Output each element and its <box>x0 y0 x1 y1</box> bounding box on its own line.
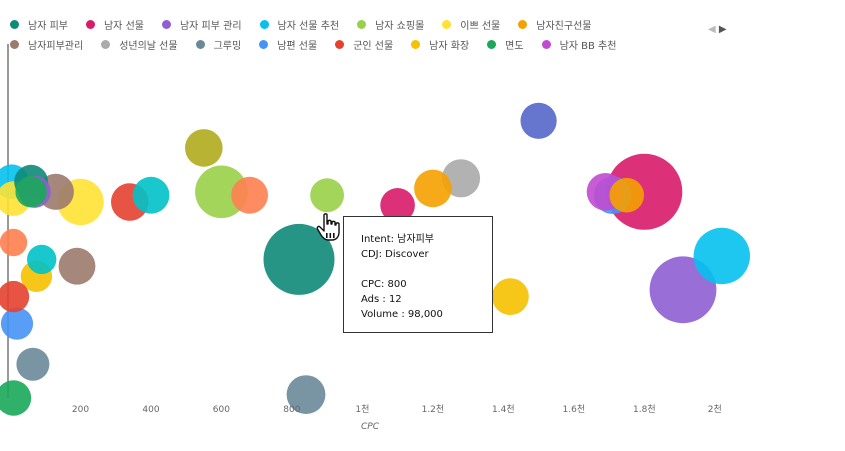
tooltip-intent: Intent: 남자피부 <box>361 234 434 245</box>
x-tick-label: 1.8천 <box>633 404 656 415</box>
bubble-point-7[interactable] <box>609 177 644 213</box>
x-tick-label: 200 <box>72 405 89 415</box>
legend-pager: ◀ ▶ <box>708 24 727 35</box>
tooltip-cdj: CDJ: Discover <box>361 249 429 260</box>
legend-label: 성년의날 선물 <box>119 40 178 52</box>
bubble-point-21[interactable] <box>58 247 96 285</box>
legend-row-2: 남자피부관리 성년의날 선물 그루밍 남편 선물 군인 선물 남자 화장 면도 남자 BB 추… <box>10 34 710 54</box>
bubble-point-9[interactable] <box>231 176 268 214</box>
x-tick-label: 2천 <box>708 404 722 415</box>
legend-swatch <box>85 19 95 29</box>
bubble-point-22[interactable] <box>27 244 57 275</box>
legend-item[interactable]: 남편 선물 <box>259 37 317 52</box>
legend-swatch <box>259 39 269 49</box>
legend-label: 면도 <box>505 40 524 52</box>
bubble-point-30[interactable] <box>0 280 30 313</box>
bubble-point-17[interactable] <box>132 176 170 214</box>
x-tick-label: 400 <box>142 405 159 415</box>
x-tick-labels: 200 400 600 800 1천 1.2천 1.4천 1.6천 1.8천 2천 <box>72 404 722 415</box>
legend-item[interactable]: 남자 선물 <box>85 17 144 32</box>
legend-label: 남자 선물 추천 <box>277 20 340 32</box>
x-tick-label: 1천 <box>355 404 369 415</box>
legend-swatch <box>10 19 19 29</box>
legend-item[interactable]: 남자 화장 <box>411 37 469 52</box>
legend-item[interactable]: 남자 BB 추천 <box>541 37 617 52</box>
bubble-layer <box>0 102 750 416</box>
bubble-point-0[interactable] <box>263 223 335 295</box>
legend-item[interactable]: 이쁘 선물 <box>442 17 500 32</box>
x-tick-label: 1.2천 <box>422 404 445 415</box>
legend: 남자 피부 남자 선물 남자 피부 관리 남자 선물 추천 남자 쇼핑몰 이쁘 선물 남자친… <box>10 14 710 54</box>
bubble-point-33[interactable] <box>0 380 32 416</box>
legend-item[interactable]: 남자친구선물 <box>518 17 591 32</box>
x-axis-label: CPC <box>361 422 380 432</box>
legend-swatch <box>518 19 528 29</box>
legend-label: 남편 선물 <box>277 40 318 52</box>
legend-item[interactable]: 남자 피부 관리 <box>161 17 242 32</box>
x-tick-label: 800 <box>283 405 300 415</box>
tooltip-cpc: CPC: 800 <box>361 279 407 290</box>
legend-item[interactable]: 남자 쇼핑몰 <box>357 17 424 32</box>
legend-label: 그루밍 <box>213 40 242 52</box>
bubble-point-31[interactable] <box>0 307 34 340</box>
bubble-point-12[interactable] <box>414 169 452 208</box>
legend-swatch <box>487 39 497 49</box>
legend-label: 이쁘 선물 <box>460 20 501 32</box>
legend-swatch <box>259 19 269 29</box>
legend-label: 남자 쇼핑몰 <box>375 20 425 32</box>
legend-item[interactable]: 군인 선물 <box>335 37 393 52</box>
legend-label: 남자친구선물 <box>536 20 592 32</box>
legend-item[interactable]: 남자피부관리 <box>10 37 83 52</box>
legend-swatch <box>541 39 551 49</box>
legend-swatch <box>161 19 171 29</box>
tooltip-volume: Volume : 98,000 <box>361 309 443 320</box>
legend-label: 남자 피부 <box>28 20 68 32</box>
legend-swatch <box>10 39 19 49</box>
x-tick-label: 1.4천 <box>492 404 515 415</box>
bubble-point-16[interactable] <box>693 227 750 285</box>
legend-swatch <box>442 19 452 29</box>
legend-label: 남자 BB 추천 <box>559 40 617 52</box>
bubble-point-29[interactable] <box>0 228 28 257</box>
legend-item[interactable]: 면도 <box>487 37 524 52</box>
bubble-point-11[interactable] <box>380 188 415 223</box>
tooltip-ads: Ads : 12 <box>361 294 402 305</box>
legend-swatch <box>195 39 205 49</box>
legend-item[interactable]: 성년의날 선물 <box>101 37 178 52</box>
x-tick-label: 1.6천 <box>563 404 586 415</box>
legend-swatch <box>411 39 421 49</box>
legend-prev-button[interactable]: ◀ <box>708 24 716 35</box>
tooltip: Intent: 남자피부 CDJ: Discover CPC: 800 Ads … <box>343 216 493 333</box>
legend-swatch <box>101 39 111 49</box>
legend-label: 남자 피부 관리 <box>179 20 242 32</box>
bubble-point-2[interactable] <box>520 102 557 139</box>
legend-swatch <box>357 19 367 29</box>
legend-label: 남자피부관리 <box>28 40 84 52</box>
legend-label: 남자 선물 <box>103 20 144 32</box>
legend-swatch <box>335 39 345 49</box>
bubble-point-1[interactable] <box>286 375 326 414</box>
x-tick-label: 600 <box>213 405 230 415</box>
bubble-point-3[interactable] <box>185 129 223 167</box>
hand-cursor-icon <box>316 213 340 241</box>
legend-item[interactable]: 남자 피부 <box>10 17 68 32</box>
bubble-point-10[interactable] <box>310 178 344 213</box>
legend-item[interactable]: 그루밍 <box>195 37 242 52</box>
legend-label: 군인 선물 <box>353 40 394 52</box>
bubble-point-32[interactable] <box>16 347 50 381</box>
legend-next-button[interactable]: ▶ <box>718 24 727 35</box>
bubble-point-14[interactable] <box>492 278 529 315</box>
legend-row-1: 남자 피부 남자 선물 남자 피부 관리 남자 선물 추천 남자 쇼핑몰 이쁘 선물 남자친… <box>10 14 710 34</box>
legend-label: 남자 화장 <box>429 40 470 52</box>
legend-item[interactable]: 남자 선물 추천 <box>259 17 340 32</box>
bubble-point-25[interactable] <box>15 176 47 208</box>
